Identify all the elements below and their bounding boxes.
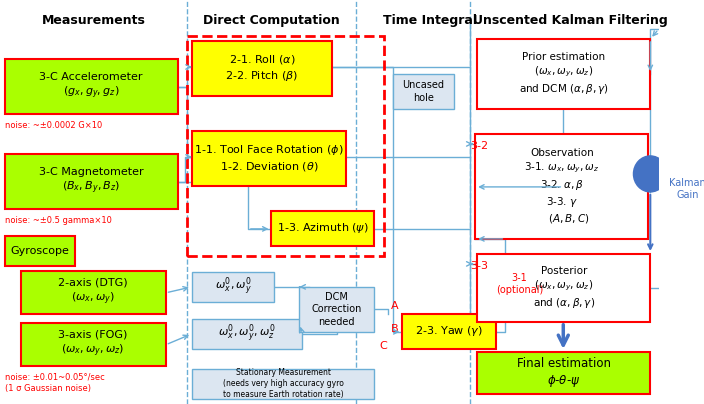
Text: Time Integral: Time Integral (384, 14, 477, 27)
FancyBboxPatch shape (403, 314, 496, 349)
FancyBboxPatch shape (477, 352, 650, 394)
FancyBboxPatch shape (299, 287, 375, 332)
FancyBboxPatch shape (20, 271, 165, 314)
FancyBboxPatch shape (393, 74, 454, 109)
Text: Final estimation
$\phi$-$\theta$-$\psi$: Final estimation $\phi$-$\theta$-$\psi$ (517, 357, 611, 389)
FancyBboxPatch shape (191, 319, 302, 349)
Text: noise: ~±0.0002 G×10: noise: ~±0.0002 G×10 (5, 121, 102, 130)
Text: 3-3: 3-3 (471, 261, 489, 271)
FancyBboxPatch shape (191, 272, 274, 302)
Text: 3-C Magnetometer
($B_x, B_y, B_z$): 3-C Magnetometer ($B_x, B_y, B_z$) (39, 166, 144, 196)
FancyBboxPatch shape (5, 59, 178, 114)
Text: Measurements: Measurements (42, 14, 146, 27)
Text: 2-1. Roll ($\alpha$)
2-2. Pitch ($\beta$): 2-1. Roll ($\alpha$) 2-2. Pitch ($\beta$… (225, 53, 298, 84)
FancyBboxPatch shape (5, 154, 178, 209)
Text: noise: ~±0.5 gamma×10: noise: ~±0.5 gamma×10 (5, 216, 111, 225)
Text: Observation
3-1. $\omega_x, \omega_y, \omega_z$
3-2. $\alpha, \beta$
3-3. $\gamm: Observation 3-1. $\omega_x, \omega_y, \o… (524, 148, 600, 225)
FancyBboxPatch shape (191, 131, 346, 186)
Text: $\omega_x^0, \omega_y^0, \omega_z^0$: $\omega_x^0, \omega_y^0, \omega_z^0$ (218, 323, 276, 345)
FancyBboxPatch shape (271, 211, 375, 246)
Text: Unscented Kalman Filtering: Unscented Kalman Filtering (473, 14, 668, 27)
Text: 3-axis (FOG)
($\omega_x, \omega_y, \omega_z$): 3-axis (FOG) ($\omega_x, \omega_y, \omeg… (58, 330, 128, 359)
Text: $\omega_x^0, \omega_y^0$: $\omega_x^0, \omega_y^0$ (215, 276, 251, 298)
Text: Stationary Measurement
(needs very high accuracy gyro
to measure Earth rotation : Stationary Measurement (needs very high … (222, 368, 344, 400)
Text: B: B (391, 324, 398, 334)
Text: 3-C Accelerometer
($g_x, g_y, g_z$): 3-C Accelerometer ($g_x, g_y, g_z$) (39, 72, 143, 101)
Text: Direct Computation: Direct Computation (203, 14, 340, 27)
FancyBboxPatch shape (477, 39, 650, 109)
Text: 1-3. Azimuth ($\psi$): 1-3. Azimuth ($\psi$) (277, 221, 369, 236)
Text: 2-3. Yaw ($\gamma$): 2-3. Yaw ($\gamma$) (415, 324, 483, 338)
FancyBboxPatch shape (191, 369, 375, 399)
Text: C: C (379, 341, 386, 351)
Text: 2-axis (DTG)
($\omega_x, \omega_y$): 2-axis (DTG) ($\omega_x, \omega_y$) (58, 278, 128, 307)
Text: Posterior
($\omega_x, \omega_y, \omega_z$)
and ($\alpha, \beta, \gamma$): Posterior ($\omega_x, \omega_y, \omega_z… (533, 266, 595, 310)
Circle shape (634, 156, 667, 192)
Text: A: A (391, 301, 398, 311)
FancyBboxPatch shape (475, 134, 648, 239)
FancyBboxPatch shape (477, 254, 650, 322)
Text: 3-2: 3-2 (471, 141, 489, 151)
FancyBboxPatch shape (191, 41, 332, 96)
Text: noise: ±0.01~0.05°/sec
(1 σ Gaussian noise): noise: ±0.01~0.05°/sec (1 σ Gaussian noi… (5, 373, 104, 393)
Text: Prior estimation
($\omega_x, \omega_y, \omega_z$)
and DCM ($\alpha, \beta,\gamma: Prior estimation ($\omega_x, \omega_y, \… (519, 52, 608, 96)
FancyBboxPatch shape (5, 236, 75, 266)
Text: Kalman
Gain: Kalman Gain (669, 178, 704, 200)
Text: 1-1. Tool Face Rotation ($\phi$)
1-2. Deviation ($\theta$): 1-1. Tool Face Rotation ($\phi$) 1-2. De… (194, 143, 344, 173)
Text: DCM
Correction
needed: DCM Correction needed (312, 292, 362, 327)
FancyBboxPatch shape (20, 323, 165, 366)
Text: Uncased
hole: Uncased hole (403, 80, 444, 103)
Text: 3-1
(optional): 3-1 (optional) (496, 273, 543, 295)
Text: Gyroscope: Gyroscope (11, 246, 69, 256)
